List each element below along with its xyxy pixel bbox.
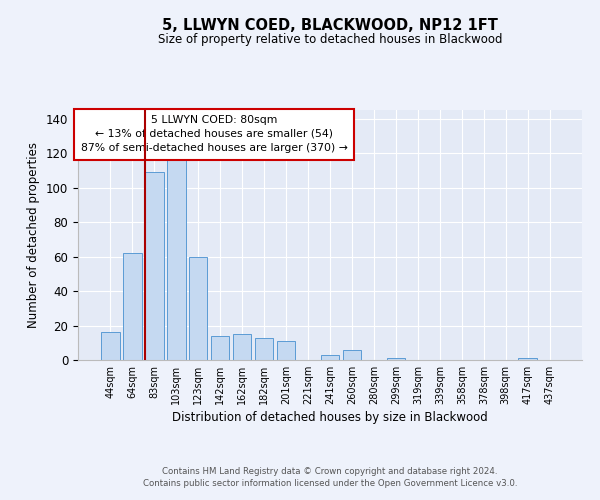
Bar [167,160,185,360]
Bar [189,256,208,360]
Bar [145,172,164,360]
Text: 5 LLWYN COED: 80sqm
← 13% of detached houses are smaller (54)
87% of semi-detach: 5 LLWYN COED: 80sqm ← 13% of detached ho… [80,115,347,153]
X-axis label: Distribution of detached houses by size in Blackwood: Distribution of detached houses by size … [172,411,488,424]
Bar [123,253,142,360]
Bar [343,350,361,360]
Y-axis label: Number of detached properties: Number of detached properties [28,142,40,328]
Bar [255,338,274,360]
Bar [386,358,405,360]
Bar [518,358,537,360]
Text: Size of property relative to detached houses in Blackwood: Size of property relative to detached ho… [158,32,502,46]
Bar [320,355,340,360]
Bar [233,334,251,360]
Bar [211,336,229,360]
Bar [277,341,295,360]
Text: 5, LLWYN COED, BLACKWOOD, NP12 1FT: 5, LLWYN COED, BLACKWOOD, NP12 1FT [162,18,498,32]
Bar [101,332,119,360]
Text: Contains HM Land Registry data © Crown copyright and database right 2024.
Contai: Contains HM Land Registry data © Crown c… [143,466,517,487]
